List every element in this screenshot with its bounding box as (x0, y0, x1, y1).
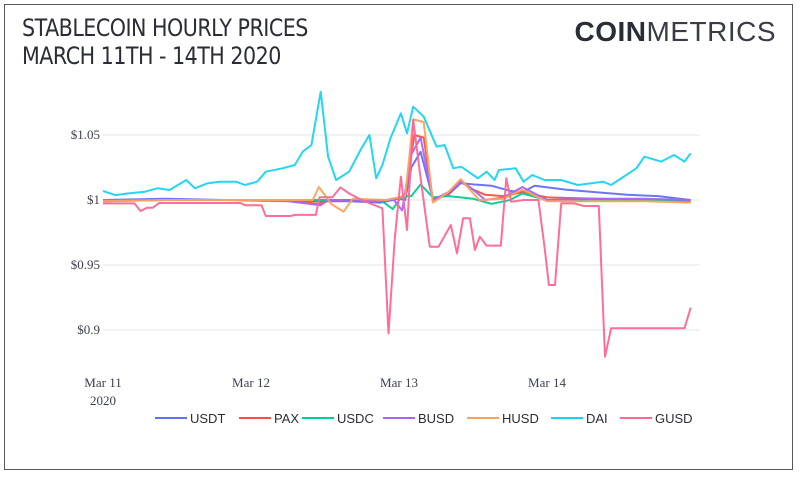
series-line-busd (103, 136, 691, 212)
legend: USDT PAX USDC BUSD HUSD DAI GUSD (155, 411, 693, 426)
legend-item-pax: PAX (239, 411, 299, 426)
logo-light: METRICS (646, 16, 776, 47)
legend-label: HUSD (502, 411, 539, 426)
legend-label: BUSD (418, 411, 454, 426)
legend-label: DAI (586, 411, 608, 426)
y-tick-label: $0.9 (77, 322, 100, 337)
legend-item-usdc: USDC (302, 411, 374, 426)
logo-bold: COIN (574, 16, 647, 47)
x-tick-label: Mar 14 (528, 375, 566, 390)
legend-item-gusd: GUSD (620, 411, 693, 426)
x-tick-label: Mar 13 (380, 375, 418, 390)
x-tick-sublabel: 2020 (90, 393, 116, 408)
series-line-gusd (103, 119, 692, 358)
y-axis: $1.05 $1 $0.95 $0.9 (71, 127, 100, 337)
legend-label: USDT (190, 411, 225, 426)
legend-item-husd: HUSD (467, 411, 539, 426)
x-axis: Mar 11 2020 Mar 12 Mar 13 Mar 14 (84, 375, 566, 408)
chart-frame (4, 4, 793, 470)
title-line-1: STABLECOIN HOURLY PRICES (22, 14, 308, 42)
legend-item-usdt: USDT (155, 411, 225, 426)
legend-label: GUSD (655, 411, 693, 426)
legend-label: USDC (337, 411, 374, 426)
coinmetrics-logo: COINMETRICS (575, 16, 777, 48)
x-tick-label: Mar 11 (84, 375, 121, 390)
series-lines (102, 90, 692, 358)
legend-item-busd: BUSD (383, 411, 454, 426)
grid (103, 134, 700, 331)
legend-item-dai: DAI (551, 411, 608, 426)
title-line-2: MARCH 11TH - 14TH 2020 (22, 42, 281, 70)
series-line-dai (102, 90, 692, 197)
chart-title: STABLECOIN HOURLY PRICES MARCH 11TH - 14… (22, 14, 308, 70)
x-tick-label: Mar 12 (232, 375, 270, 390)
y-tick-label: $0.95 (71, 257, 100, 272)
y-tick-label: $1.05 (71, 127, 100, 142)
legend-label: PAX (274, 411, 299, 426)
y-tick-label: $1 (87, 192, 100, 207)
series-line-usdt (102, 150, 691, 204)
